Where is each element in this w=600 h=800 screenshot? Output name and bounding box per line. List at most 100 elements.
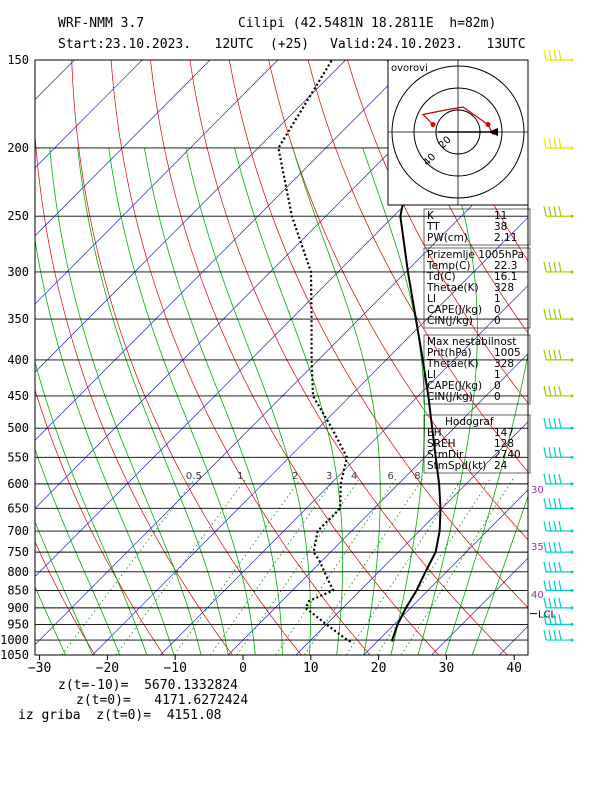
unstable-section-title: Max nestabilnost — [427, 336, 516, 348]
temperature-tick-label: −30 — [28, 661, 51, 676]
wind-barb-flag — [553, 418, 557, 429]
wind-barb-flag — [543, 541, 547, 553]
wind-barb-flag — [548, 541, 552, 553]
mixing-ratio-line — [304, 478, 424, 655]
pressure-tick-label: 1050 — [0, 648, 29, 662]
wind-barb-flag — [553, 137, 557, 149]
mixing-ratio-line — [400, 478, 514, 655]
hodograph-point — [430, 122, 436, 127]
pressure-tick-label: 350 — [7, 312, 29, 326]
wind-barb-flag — [558, 137, 562, 149]
wind-barb-origin — [570, 358, 574, 362]
hodo-section-row-key: StmDir — [427, 449, 464, 461]
isotherm-line — [35, 60, 143, 169]
dewpoint-profile — [277, 60, 352, 643]
wind-barb-origin — [570, 506, 574, 510]
wind-barb-flag — [553, 349, 557, 361]
temperature-tick-label: 40 — [506, 661, 522, 676]
wind-barb — [543, 137, 574, 150]
wind-barb-flag — [553, 206, 557, 217]
wind-barb-flag — [553, 447, 557, 458]
wind-barb — [543, 498, 574, 510]
wind-barb-flag — [543, 385, 547, 397]
mixing-ratio-line — [61, 478, 196, 655]
hodo-section-row-key: SREH — [427, 438, 456, 450]
wind-barb-flag — [553, 261, 557, 273]
mixing-ratio-label: 0.5 — [186, 471, 202, 482]
wind-barb-flag — [553, 49, 557, 61]
surface-section-row-value: 0 — [494, 304, 501, 316]
wind-barb-flag — [543, 137, 547, 149]
wind-barb-flag — [553, 629, 557, 641]
temperature-tick-label: 30 — [439, 661, 455, 676]
wind-barb-origin — [570, 214, 574, 218]
surface-section-row-value: 22.3 — [494, 260, 517, 272]
wind-barb-flag — [543, 498, 547, 509]
wind-barb-flag — [548, 349, 552, 361]
unstable-section-row-value: 1 — [494, 369, 501, 381]
unstable-section-row-value: 328 — [494, 358, 514, 370]
isotherm-line — [35, 60, 278, 305]
station-title: Cilipi (42.5481N 18.2811E h=82m) — [238, 16, 497, 31]
temperature-tick-label: 10 — [303, 661, 319, 676]
surface-section-row-key: CAPE(J/kg) — [427, 304, 482, 316]
dry-adiabat-line — [584, 60, 600, 655]
basic-section-box — [423, 208, 531, 246]
freezing-level-m10: z(t=-10)= 5670.1332824 — [58, 678, 239, 693]
wind-barb-flag — [543, 261, 547, 273]
isotherm-line — [363, 489, 528, 655]
wind-barb-flag — [548, 597, 552, 608]
unstable-section-row-value: 0 — [494, 380, 501, 392]
wind-barb-flag — [548, 614, 552, 625]
wind-barb-origin — [570, 570, 574, 574]
lcl-label: LCL — [538, 610, 557, 621]
wind-speed-label: 30 — [531, 485, 544, 496]
pressure-tick-label: 650 — [7, 501, 29, 515]
wind-barb-flag — [558, 473, 562, 485]
surface-section-row-key: Td(C) — [426, 271, 456, 283]
wind-barb-flag — [553, 597, 557, 608]
wind-barb-flag — [558, 597, 562, 608]
wind-barb — [543, 614, 574, 626]
surface-section-row-key: CIN(J/kg) — [427, 315, 473, 327]
wind-barb-origin — [570, 482, 574, 486]
isotherm-line — [92, 216, 528, 655]
basic-section-row-value: 11 — [494, 210, 507, 222]
wind-barb-flag — [543, 597, 547, 608]
moist-adiabat-line — [49, 147, 202, 655]
unstable-section-row-key: CAPE(J/kg) — [427, 380, 482, 392]
wind-barb — [543, 206, 574, 218]
wind-barb-flag — [558, 614, 562, 625]
mixing-ratio-line — [236, 478, 360, 655]
wind-barb-flag — [553, 541, 557, 553]
isotherm-line — [227, 353, 528, 655]
moist-adiabat-line — [292, 147, 381, 655]
mixing-ratio-label: 1 — [237, 471, 243, 482]
surface-section-row-value: 16.1 — [494, 271, 517, 283]
moist-adiabat-line — [35, 520, 93, 655]
wind-barb-origin — [570, 146, 574, 150]
hodo-section-row-value: 128 — [494, 438, 514, 450]
wind-barb-flag — [558, 541, 562, 553]
wind-barb-flag — [543, 418, 547, 429]
surface-section-row-value: 0 — [494, 315, 501, 327]
dry-adiabat-line — [35, 130, 233, 655]
moist-adiabat-line — [234, 147, 344, 655]
hodo-section-row-value: 147 — [494, 427, 514, 439]
moist-adiabat-line — [417, 147, 478, 655]
mixing-ratio-label: 2 — [292, 471, 298, 482]
wind-barb-flag — [548, 49, 552, 61]
wind-barb — [543, 261, 574, 274]
pressure-tick-label: 200 — [7, 141, 29, 155]
wind-barb — [543, 447, 574, 459]
wind-barb-origin — [570, 529, 574, 533]
wind-barb-flag — [548, 308, 552, 320]
moist-adiabat-line — [77, 147, 229, 655]
surface-section-row-key: Temp(C) — [426, 260, 471, 272]
wind-barb-flag — [553, 308, 557, 320]
moist-adiabat-line — [444, 351, 528, 655]
wind-barb — [543, 580, 574, 592]
moist-adiabat-line — [35, 360, 148, 655]
isotherm-line — [35, 60, 346, 373]
basic-section-row-value: 38 — [494, 221, 507, 233]
